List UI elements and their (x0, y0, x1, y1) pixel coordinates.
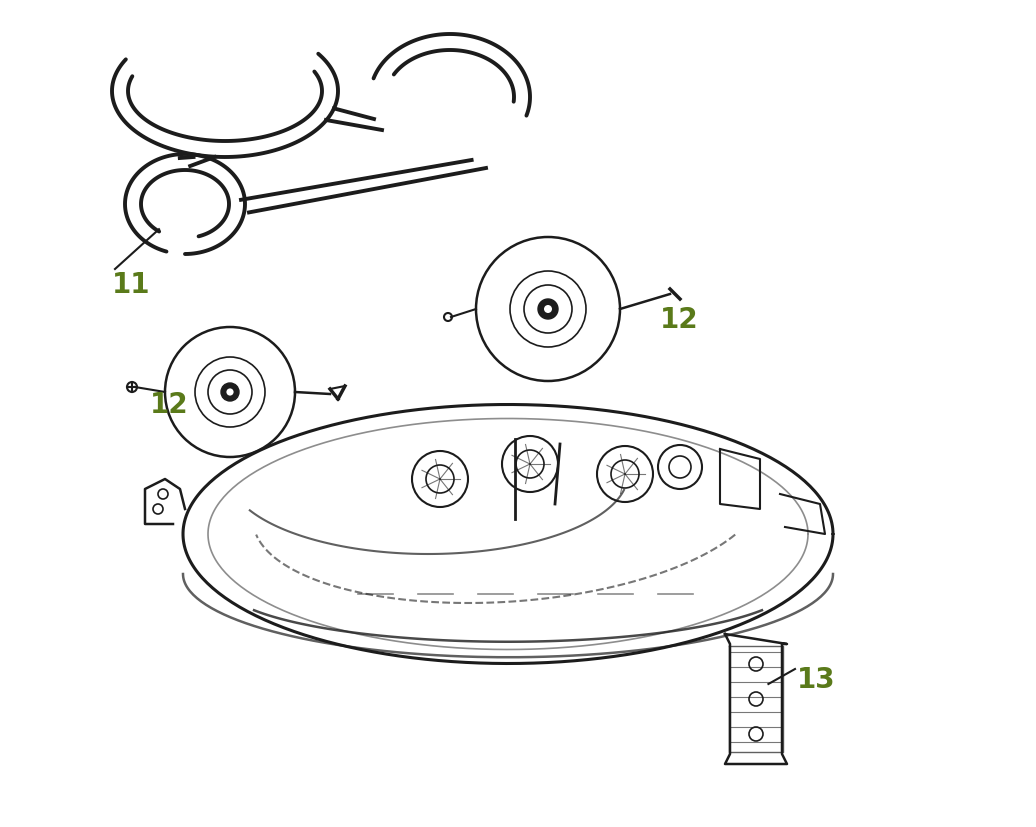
Circle shape (221, 384, 239, 402)
Text: 11: 11 (112, 270, 150, 299)
Circle shape (544, 306, 552, 313)
Circle shape (227, 389, 233, 396)
Text: 13: 13 (797, 665, 836, 693)
Text: 12: 12 (150, 390, 189, 418)
Text: 12: 12 (660, 306, 698, 333)
Circle shape (538, 299, 558, 319)
